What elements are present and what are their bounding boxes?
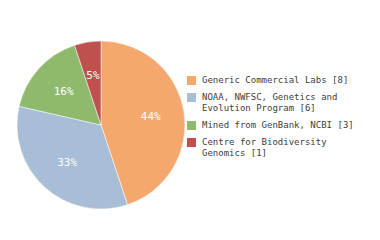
html-text:NOAA, NWFSC, Genetics and: NOAA, NWFSC, Genetics and: [202, 92, 338, 102]
svg-text:44%: 44%: [141, 110, 161, 123]
html-text:Genomics [1]: Genomics [1]: [202, 148, 267, 158]
html-text:Generic Commercial Labs [8]: Generic Commercial Labs [8]: [202, 75, 349, 85]
html-text:Mined from GenBank, NCBI [3]: Mined from GenBank, NCBI [3]: [202, 120, 354, 130]
svg-text:16%: 16%: [54, 85, 74, 98]
svg-text:33%: 33%: [57, 156, 77, 169]
svg-text:5%: 5%: [86, 69, 100, 82]
html-text:Centre for Biodiversity: Centre for Biodiversity: [202, 137, 327, 147]
html-text:Evolution Program [6]: Evolution Program [6]: [202, 103, 316, 113]
